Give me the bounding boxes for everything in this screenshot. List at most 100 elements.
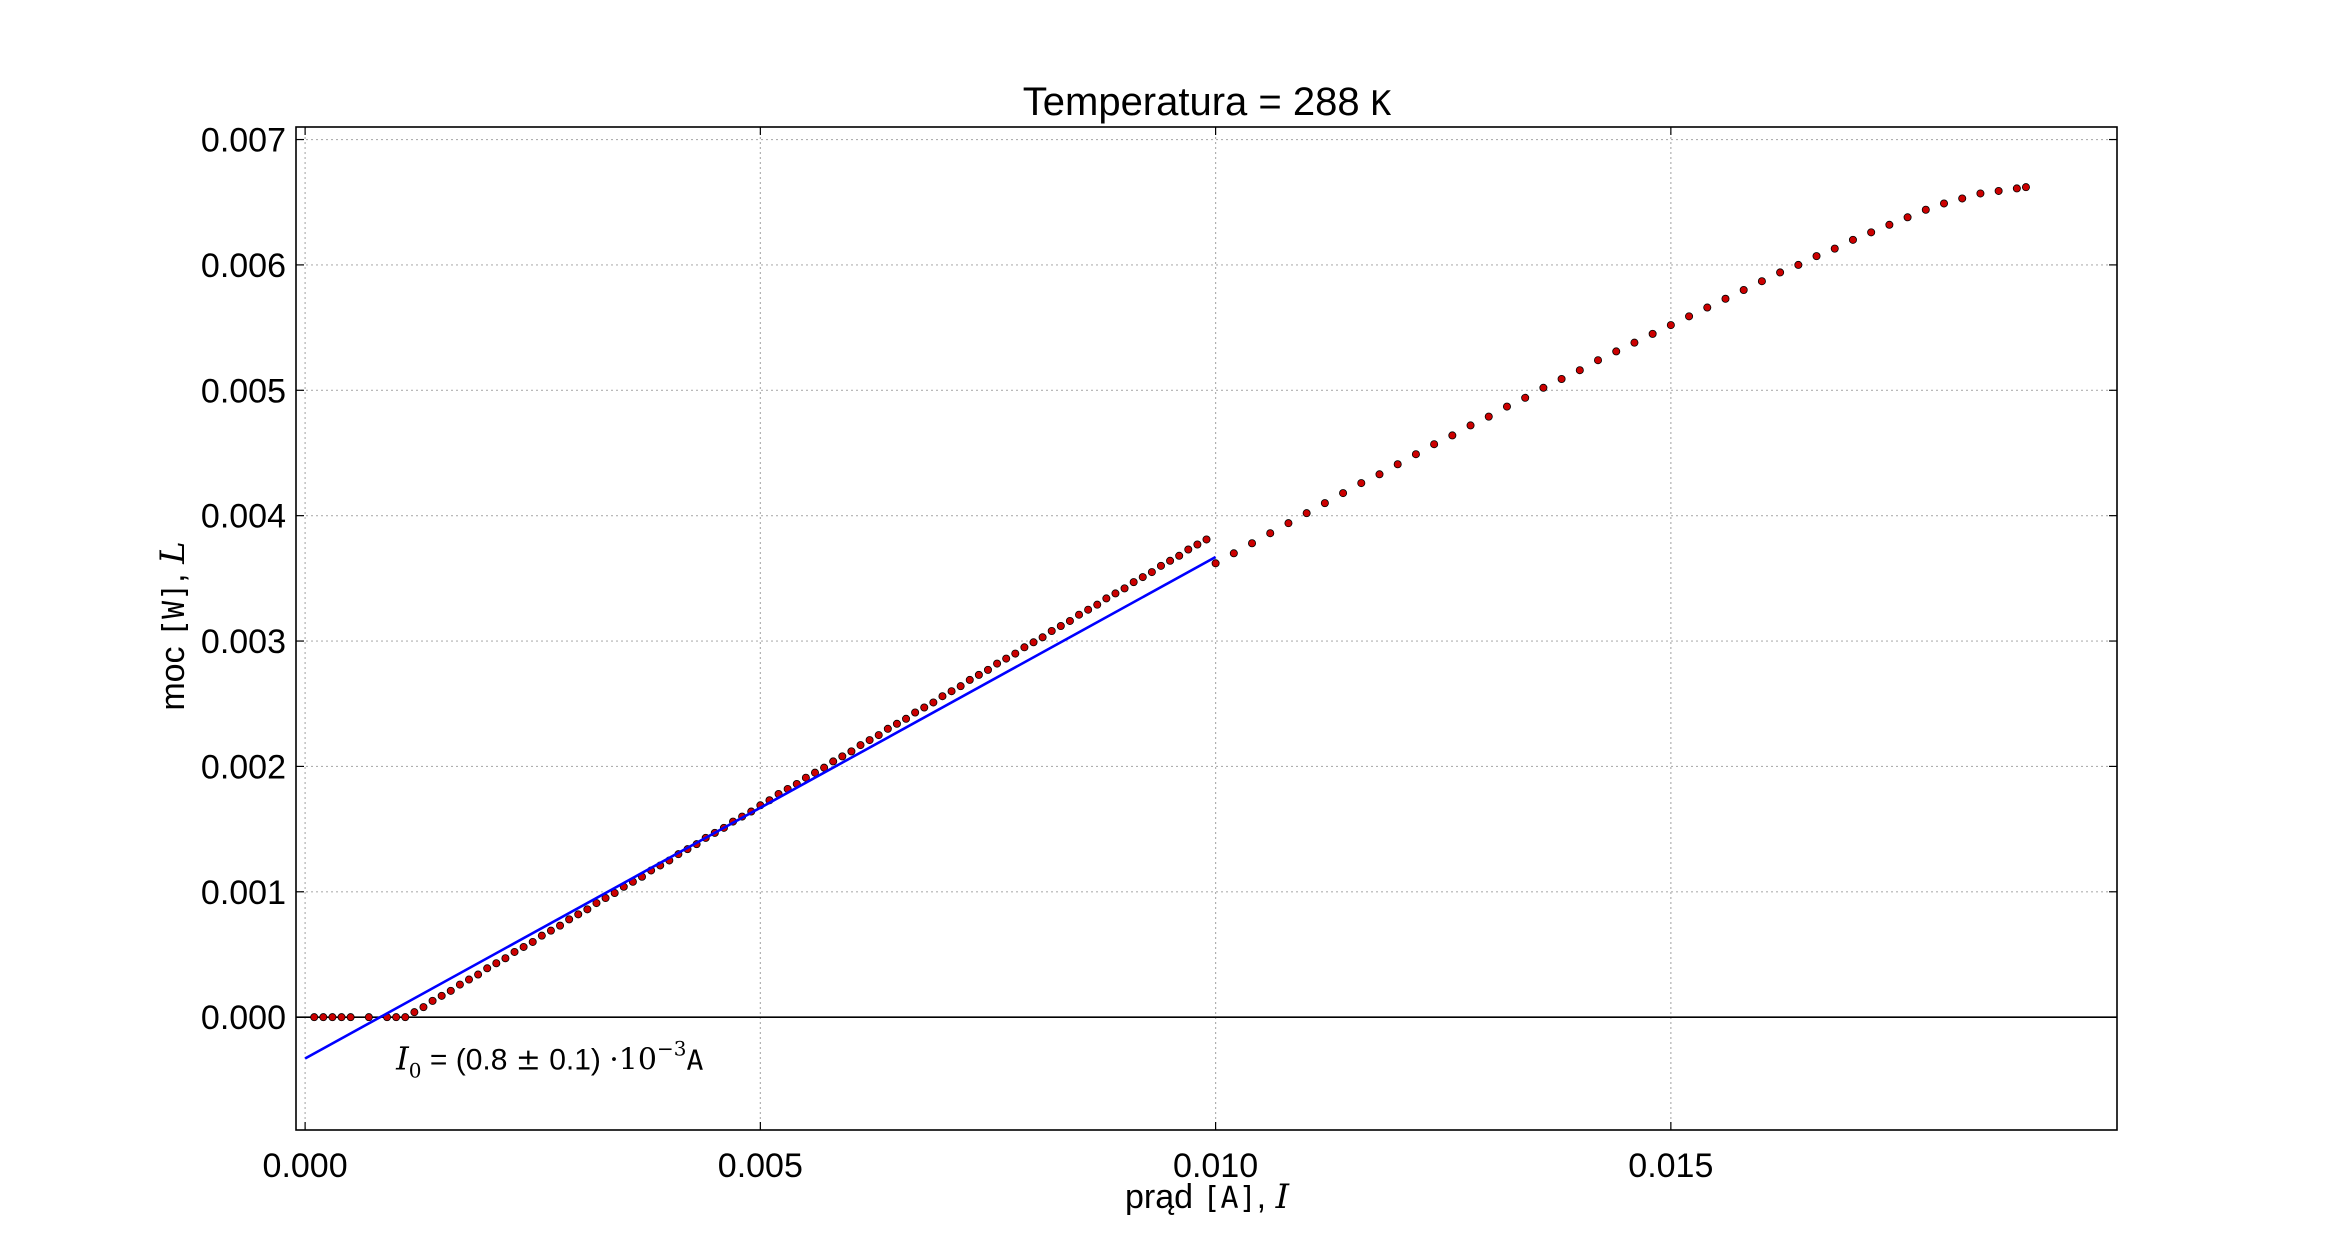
y-tick-label: 0.003 <box>201 623 286 661</box>
data-point <box>902 714 911 723</box>
annotation-symbol: I <box>395 1040 410 1078</box>
data-point <box>455 980 464 989</box>
data-point <box>1958 194 1967 203</box>
x-tick-label: 0.005 <box>718 1147 803 1185</box>
data-point <box>1703 303 1712 312</box>
x-tick-label: 0.015 <box>1628 1147 1713 1185</box>
data-point <box>464 975 473 984</box>
data-point <box>1339 489 1348 498</box>
data-point <box>1375 470 1384 479</box>
data-point <box>1466 421 1475 430</box>
fit-line <box>304 555 1217 1060</box>
data-point <box>1666 321 1675 330</box>
data-point <box>1266 529 1275 538</box>
data-point <box>1029 638 1038 647</box>
data-point <box>1502 402 1511 411</box>
data-point <box>1284 519 1293 528</box>
data-point <box>501 954 510 963</box>
data-point <box>556 921 565 930</box>
data-point <box>1175 551 1184 560</box>
data-point <box>2012 184 2021 193</box>
data-point <box>1448 431 1457 440</box>
data-point <box>829 757 838 766</box>
grid <box>296 127 2117 1130</box>
data-point <box>537 931 546 940</box>
y-tick-label: 0.006 <box>201 247 286 285</box>
data-point <box>1075 610 1084 619</box>
y-tick-label: 0.004 <box>201 498 286 536</box>
data-point <box>1557 375 1566 384</box>
data-point <box>1867 228 1876 237</box>
annotation-dot: · <box>609 1043 619 1078</box>
y-axis-label: moc [W], L <box>153 541 193 710</box>
data-point <box>428 996 437 1005</box>
annotation-pm: ± <box>516 1043 541 1078</box>
data-point <box>1757 277 1766 286</box>
data-point <box>474 970 483 979</box>
plot-frame <box>295 126 2118 1131</box>
data-point <box>574 910 583 919</box>
data-point <box>1193 540 1202 549</box>
data-point <box>883 724 892 733</box>
data-point <box>983 665 992 674</box>
data-point <box>1393 460 1402 469</box>
data-point <box>1129 578 1138 587</box>
data-point <box>1202 535 1211 544</box>
data-point <box>1430 440 1439 449</box>
data-point <box>519 942 528 951</box>
data-point <box>1521 393 1530 402</box>
data-point <box>1166 556 1175 565</box>
data-point <box>346 1013 355 1022</box>
data-point <box>1940 199 1949 208</box>
data-point <box>1229 549 1238 558</box>
y-axis-label-text: moc <box>154 637 192 711</box>
data-point <box>1830 244 1839 253</box>
data-point <box>1648 329 1657 338</box>
data-point <box>974 670 983 679</box>
data-point <box>1084 605 1093 614</box>
data-point <box>1411 450 1420 459</box>
data-point <box>892 719 901 728</box>
data-point <box>1002 654 1011 663</box>
data-point <box>920 703 929 712</box>
axis-ticks: 0.000 0.005 0.010 0.015 0.000 0.001 0.002 0.003… <box>201 122 2117 1185</box>
data-point <box>1156 561 1165 570</box>
data-point <box>1093 600 1102 609</box>
data-point <box>1147 568 1156 577</box>
y-tick-label: 0.002 <box>201 748 286 786</box>
data-point <box>510 947 519 956</box>
y-tick-label: 0.007 <box>201 122 286 160</box>
annotation-exponent: −3 <box>657 1037 686 1061</box>
data-point <box>446 986 455 995</box>
data-point <box>437 991 446 1000</box>
data-point <box>865 736 874 745</box>
data-point <box>1484 412 1493 421</box>
data-point <box>993 659 1002 668</box>
data-point <box>1594 356 1603 365</box>
data-point <box>1120 584 1129 593</box>
data-point <box>1211 559 1220 568</box>
data-point <box>938 692 947 701</box>
y-tick-label: 0.005 <box>201 372 286 410</box>
data-point <box>419 1003 428 1012</box>
y-tick-label: 0.001 <box>201 874 286 912</box>
data-point <box>392 1013 401 1022</box>
data-point <box>1184 545 1193 554</box>
threshold-annotation: I0 = (0.8 ± 0.1) ·10−3A <box>395 1037 703 1083</box>
data-point <box>965 675 974 684</box>
data-point <box>483 964 492 973</box>
data-point <box>546 926 555 935</box>
data-point <box>1885 220 1894 229</box>
y-tick-label: 0.000 <box>201 999 286 1037</box>
data-point <box>1065 616 1074 625</box>
data-point <box>1539 383 1548 392</box>
x-tick-label: 0.000 <box>263 1147 348 1185</box>
data-point <box>328 1013 337 1022</box>
y-axis-label-symbol: L <box>153 541 193 565</box>
data-point <box>847 747 856 756</box>
title-text: Temperatura = 288 <box>1023 80 1371 124</box>
annotation-unit: A <box>686 1044 703 1077</box>
x-axis-label-text: prąd <box>1125 1178 1203 1216</box>
